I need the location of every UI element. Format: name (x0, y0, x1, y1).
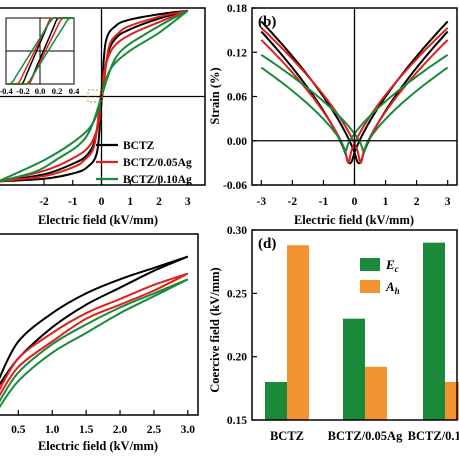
panel-c-xtick-label-2: 1.5 (79, 424, 94, 436)
panel-a-inset-tick-1: -0.2 (16, 86, 29, 96)
panel-a-xtick-label-5: 3 (185, 196, 191, 208)
panel-a-xtick-label-2: 0 (99, 196, 105, 208)
panel-d-axes: BCTZ BCTZ/0.05Ag BCTZ/0.10Ag 0.15 0.20 0.25 0.… (227, 225, 459, 443)
panel-d-category-label-2: BCTZ/0.10Ag (408, 429, 459, 443)
panel-d-label: (d) (258, 236, 276, 252)
panel-a-xtick-label-4: 2 (156, 196, 162, 208)
panel-b-ytick-label-1: 0.00 (227, 136, 247, 148)
panel-a-zoom-box (87, 89, 103, 103)
panel-c-series-1-upper (0, 272, 189, 391)
panel-b-strain: -3 -2 -1 0 1 2 3 -0.06 0.00 0.06 0.12 0.18 (b) Elec… (208, 3, 458, 227)
panel-c-series-1-lower (0, 272, 189, 397)
panel-c-series-0-lower (0, 255, 189, 386)
panel-b-ytick-label-4: 0.18 (227, 3, 247, 15)
panel-a-inset-tick-0: -0.4 (0, 86, 13, 96)
panel-c-xtick-label-1: 1.0 (45, 424, 60, 436)
panel-c-xtick-label-4: 2.5 (147, 424, 162, 436)
panel-d-legend: Ec Ah (360, 257, 400, 296)
panel-a-series-2-lower (0, 9, 189, 183)
panel-a-inset-curve-2-b (6, 17, 75, 86)
panel-d-legend-label-0: Ec (385, 257, 399, 274)
panel-d-frame (251, 229, 458, 421)
panel-d-ytick-label-3: 0.30 (227, 225, 247, 237)
panel-d-bar-group (265, 242, 459, 420)
panel-b-xlabel: Electric field (kV/mm) (294, 213, 414, 227)
panel-a-xlabel: Electric field (kV/mm) (38, 213, 158, 227)
panel-b-axes: -3 -2 -1 0 1 2 3 -0.06 0.00 0.06 0.12 0.18 (223, 3, 457, 208)
panel-a-legend-label-2: BCTZ/0.10Ag (123, 174, 192, 186)
panel-b-ytick-label-3: 0.12 (227, 47, 247, 59)
panel-d-bar-Ec-0 (265, 382, 287, 420)
panel-c-curves: 0.5 1.0 1.5 2.0 2.5 3.0 Electric field (kV/mm… (0, 233, 199, 453)
panel-a-legend-label-0: BCTZ (123, 140, 155, 152)
panel-c-frame (0, 233, 199, 416)
panel-d-bar-Ec-2 (423, 242, 445, 420)
panel-a-xtick-label-3: 1 (127, 196, 133, 208)
panel-b-xtick-label-5: 2 (414, 196, 420, 208)
panel-b-xtick-label-4: 1 (383, 196, 389, 208)
panel-a-legend-label-1: BCTZ/0.05Ag (123, 157, 192, 169)
panel-a-curves (0, 9, 189, 183)
panel-a-inset-tick-4: 0.4 (69, 86, 80, 96)
panel-c-lines (0, 255, 189, 409)
panel-a-inset-curve-2-a (5, 16, 74, 85)
panel-b-xtick-label-0: -3 (257, 196, 267, 208)
panel-d-category-label-1: BCTZ/0.05Ag (328, 429, 403, 443)
panel-a-inset-tick-3: 0.2 (52, 86, 63, 96)
panel-d-bars: BCTZ BCTZ/0.05Ag BCTZ/0.10Ag 0.15 0.20 0.25 0.… (208, 225, 459, 443)
panel-d-legend-label-1: Ah (385, 279, 400, 296)
panel-a-legend: BCTZ BCTZ/0.05Ag BCTZ/0.10Ag (96, 140, 192, 186)
panel-d-bar-Ah-2 (445, 382, 459, 420)
panel-c-xtick-label-5: 3.0 (181, 424, 196, 436)
panel-d-ytick-label-2: 0.25 (227, 288, 247, 300)
panel-a-inset: -0.4 -0.2 0.0 0.2 0.4 (0, 16, 80, 96)
panel-c-series-0-upper (0, 255, 189, 380)
panel-b-xtick-label-3: 0 (352, 196, 358, 208)
panel-c-xtick-label-0: 0.5 (11, 424, 26, 436)
panel-d-bar-Ah-1 (365, 366, 387, 420)
panel-d-category-label-0: BCTZ (270, 429, 304, 443)
panel-c-axes: 0.5 1.0 1.5 2.0 2.5 3.0 (11, 410, 195, 436)
panel-c-xlabel: Electric field (kV/mm) (38, 439, 158, 453)
panel-d-ytick-label-1: 0.20 (227, 352, 247, 364)
panel-b-xtick-label-1: -2 (288, 196, 298, 208)
panel-a-xtick-label-0: -2 (39, 196, 49, 208)
panel-b-xtick-label-6: 3 (445, 196, 451, 208)
panel-c-series-2-lower (0, 278, 189, 409)
panel-d-ylabel: Coercive field (kV/mm) (208, 267, 222, 392)
panel-d-legend-subscript-0: c (395, 264, 399, 274)
panel-a-xtick-label-1: -1 (68, 196, 78, 208)
panel-d-legend-swatch-0 (360, 258, 380, 271)
panel-c-xtick-label-3: 2.0 (113, 424, 128, 436)
panel-b-ytick-label-0: -0.06 (223, 180, 247, 192)
panel-a-hysteresis: -0.4 -0.2 0.0 0.2 0.4 -2 -1 0 1 2 3 BCTZ BCTZ/0.05… (0, 7, 206, 227)
panel-b-ytick-label-2: 0.06 (227, 92, 247, 104)
panel-b-xtick-label-2: -1 (319, 196, 329, 208)
panel-d-bar-Ec-1 (343, 318, 365, 420)
panel-b-label: (b) (258, 14, 276, 30)
panel-d-ytick-label-0: 0.15 (227, 415, 247, 427)
panel-d-legend-swatch-1 (360, 280, 380, 293)
panel-a-inset-tick-2: 0.0 (35, 86, 46, 96)
panel-b-ylabel: Strain (%) (208, 67, 222, 124)
panel-d-bar-Ah-0 (287, 245, 309, 420)
panel-d-legend-subscript-1: h (395, 286, 400, 296)
panel-a-axes: -2 -1 0 1 2 3 (0, 8, 205, 208)
panel-c-series-2-upper (0, 278, 189, 403)
